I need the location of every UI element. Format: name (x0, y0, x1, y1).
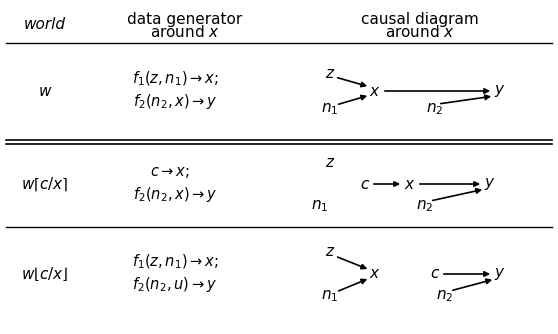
Text: $f_2(n_2, u) \rightarrow y$: $f_2(n_2, u) \rightarrow y$ (132, 275, 218, 294)
Text: $c \rightarrow x$;: $c \rightarrow x$; (150, 165, 190, 179)
Text: data generator: data generator (127, 11, 243, 26)
Text: $y$: $y$ (484, 176, 496, 192)
Text: $z$: $z$ (325, 155, 335, 169)
Text: $w\lfloor c/x\rfloor$: $w\lfloor c/x\rfloor$ (21, 265, 69, 283)
Text: $z$: $z$ (325, 244, 335, 260)
Text: $n_1$: $n_1$ (321, 288, 339, 304)
Text: $y$: $y$ (494, 83, 506, 99)
Text: $f_1(z, n_1) \rightarrow x$;: $f_1(z, n_1) \rightarrow x$; (132, 70, 218, 88)
Text: $w\lceil c/x\rceil$: $w\lceil c/x\rceil$ (21, 175, 69, 193)
Text: $x$: $x$ (369, 267, 381, 282)
Text: $f_2(n_2, x) \rightarrow y$: $f_2(n_2, x) \rightarrow y$ (133, 92, 217, 111)
Text: $x$: $x$ (369, 84, 381, 99)
Text: $f_2(n_2, x) \rightarrow y$: $f_2(n_2, x) \rightarrow y$ (133, 184, 217, 203)
Text: $c$: $c$ (430, 267, 440, 282)
Text: $n_2$: $n_2$ (416, 198, 434, 214)
Text: $c$: $c$ (360, 176, 370, 191)
Text: $n_2$: $n_2$ (426, 101, 444, 117)
Text: world: world (24, 16, 66, 31)
Text: $n_1$: $n_1$ (311, 198, 329, 214)
Text: $n_1$: $n_1$ (321, 101, 339, 117)
Text: $n_2$: $n_2$ (436, 288, 454, 304)
Text: $x$: $x$ (404, 176, 416, 191)
Text: $w$: $w$ (38, 84, 52, 99)
Text: causal diagram: causal diagram (361, 11, 479, 26)
Text: $f_1(z, n_1) \rightarrow x$;: $f_1(z, n_1) \rightarrow x$; (132, 253, 218, 271)
Text: $y$: $y$ (494, 266, 506, 282)
Text: around $x$: around $x$ (385, 24, 455, 40)
Text: around $x$: around $x$ (150, 24, 220, 40)
Text: $z$: $z$ (325, 65, 335, 80)
